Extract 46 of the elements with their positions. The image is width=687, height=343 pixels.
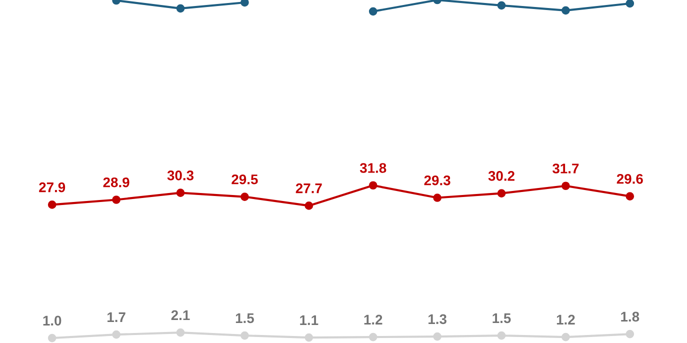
- data-label: 1.5: [492, 313, 511, 324]
- data-label: 30.2: [488, 171, 514, 181]
- point: [497, 331, 506, 340]
- data-label: 28.9: [103, 177, 130, 188]
- data-label: 27.7: [296, 183, 322, 194]
- point: [626, 0, 634, 8]
- point: [176, 188, 185, 197]
- data-label: 27.9: [39, 182, 66, 192]
- data-label: 29.5: [232, 174, 258, 184]
- point: [240, 192, 249, 201]
- data-label: 31.8: [360, 163, 386, 173]
- point: [626, 192, 634, 200]
- point: [240, 331, 249, 340]
- point: [562, 6, 570, 15]
- data-label: 1.7: [108, 312, 126, 322]
- data-label: 1.0: [43, 316, 62, 326]
- point: [112, 196, 120, 204]
- data-label: 1.2: [556, 314, 575, 324]
- point: [304, 202, 314, 210]
- data-label: 29.6: [616, 174, 643, 184]
- point: [368, 332, 378, 342]
- point: [497, 189, 506, 198]
- data-label: 1.2: [364, 314, 382, 324]
- point: [48, 200, 56, 209]
- data-label: 1.1: [300, 315, 318, 325]
- point: [433, 194, 442, 202]
- point: [112, 330, 120, 339]
- data-label: 2.1: [171, 310, 190, 320]
- point: [240, 0, 249, 7]
- data-label: 31.7: [552, 164, 579, 174]
- point: [176, 4, 185, 13]
- point: [433, 332, 442, 341]
- point: [368, 181, 378, 190]
- data-label: 1.5: [236, 313, 254, 324]
- data-label: 1.8: [621, 312, 640, 322]
- point: [368, 7, 378, 16]
- point: [562, 332, 570, 342]
- point: [562, 182, 570, 190]
- point: [304, 333, 314, 342]
- data-label: 29.3: [424, 175, 450, 186]
- data-label: 30.3: [167, 170, 194, 180]
- point: [48, 334, 56, 342]
- point: [176, 328, 185, 337]
- point: [497, 1, 506, 10]
- data-label: 1.3: [428, 314, 446, 324]
- point: [626, 330, 634, 338]
